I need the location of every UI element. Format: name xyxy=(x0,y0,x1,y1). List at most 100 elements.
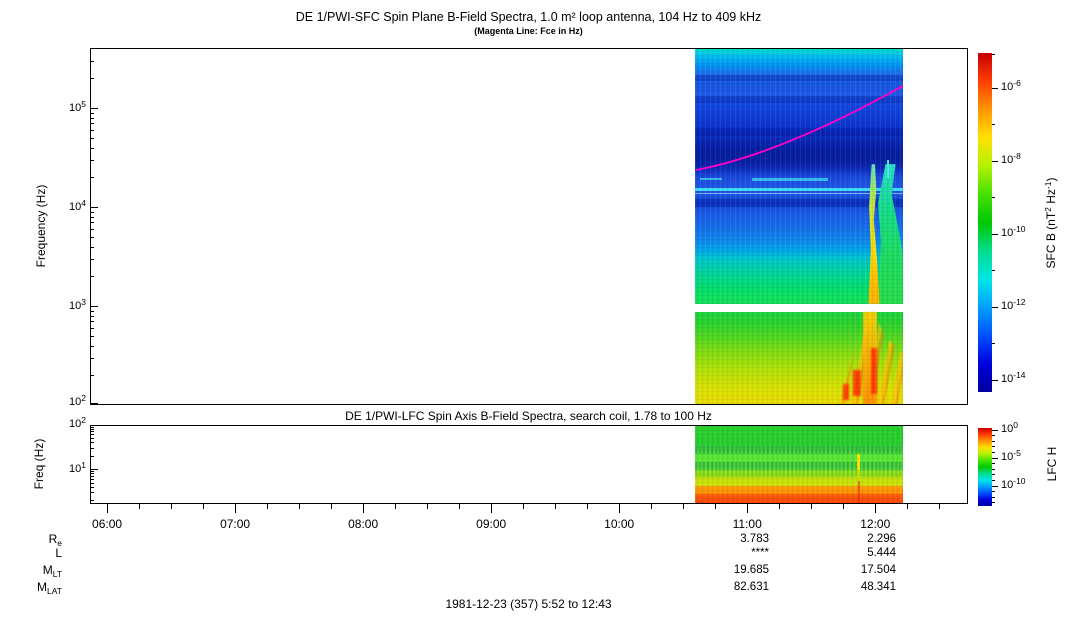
cyan-emission-line xyxy=(752,178,828,181)
exponent: -10 xyxy=(1013,224,1026,234)
y-minor-tick xyxy=(90,478,94,480)
orbit-value: 3.783 xyxy=(740,533,769,545)
y-minor-tick xyxy=(90,130,94,132)
lfc-panel-title: DE 1/PWI-LFC Spin Axis B-Field Spectra, … xyxy=(345,409,712,423)
y-minor-tick xyxy=(90,475,94,477)
y-minor-tick xyxy=(90,216,94,218)
y-minor-tick xyxy=(90,486,94,488)
dark-stripe xyxy=(695,75,903,81)
y-minor-tick xyxy=(90,236,94,238)
colorbar-tick xyxy=(992,306,998,308)
orbit-value: 82.631 xyxy=(733,581,769,593)
colorbar-minor-tick xyxy=(992,343,995,344)
y-minor-tick xyxy=(90,455,94,457)
y-major-tick xyxy=(90,108,98,110)
x-minor-tick xyxy=(267,504,269,509)
x-major-tick xyxy=(235,504,237,513)
colorbar-minor-tick xyxy=(992,446,995,448)
colorbar-minor-tick xyxy=(992,451,995,453)
colorbar-minor-tick xyxy=(992,479,995,481)
y-minor-tick xyxy=(90,426,94,428)
x-minor-tick xyxy=(427,504,429,509)
y-minor-tick xyxy=(90,335,94,337)
colorbar-tick xyxy=(992,379,998,381)
orbit-row-label: L xyxy=(55,546,62,560)
cyan-emission-line xyxy=(700,178,722,180)
noise-texture xyxy=(695,312,903,404)
sfc-colorbar xyxy=(978,53,992,392)
colorbar-tick-label: 10-14 xyxy=(1001,370,1026,385)
red-hotspot xyxy=(853,370,861,396)
x-minor-tick xyxy=(715,504,717,509)
exponent: 0 xyxy=(1013,420,1018,430)
colorbar-minor-tick xyxy=(992,468,995,470)
exponent: -6 xyxy=(1013,78,1021,88)
y-tick-label: 102 xyxy=(69,393,86,408)
orbit-value: 17.504 xyxy=(860,564,896,576)
y-minor-tick xyxy=(90,315,94,317)
y-minor-tick xyxy=(90,112,94,114)
y-minor-tick xyxy=(90,442,94,444)
x-minor-tick xyxy=(587,504,589,509)
y-minor-tick xyxy=(90,123,94,125)
x-major-tick xyxy=(363,504,365,513)
x-minor-tick xyxy=(171,504,173,509)
colorbar-minor-tick xyxy=(992,496,995,498)
y-minor-tick xyxy=(90,246,94,248)
x-minor-tick xyxy=(651,504,653,509)
hour-label: 11:00 xyxy=(732,517,762,531)
y-major-tick xyxy=(90,469,98,471)
x-minor-tick xyxy=(907,504,909,509)
exponent: 1 xyxy=(81,459,86,470)
x-minor-tick xyxy=(779,504,781,509)
subscript: LT xyxy=(52,569,62,579)
x-major-tick xyxy=(491,504,493,513)
x-minor-tick xyxy=(203,504,205,509)
y-major-tick xyxy=(90,207,98,209)
colorbar-minor-tick xyxy=(992,197,995,198)
orbit-value: 5.444 xyxy=(867,547,896,559)
y-minor-tick xyxy=(90,222,94,224)
exponent: 2 xyxy=(81,415,86,425)
y-minor-tick xyxy=(90,431,94,433)
y-minor-tick xyxy=(90,147,94,149)
hour-label: 06:00 xyxy=(92,517,123,531)
x-minor-tick xyxy=(395,504,397,509)
footer-caption: 1981-12-23 (357) 5:52 to 12:43 xyxy=(445,597,612,611)
x-major-tick xyxy=(747,504,749,513)
x-minor-tick xyxy=(811,504,813,509)
yellow-spike xyxy=(857,454,860,470)
y-minor-tick xyxy=(90,78,94,80)
y-major-tick xyxy=(90,402,98,404)
y-minor-tick xyxy=(90,357,94,359)
hour-label: 12:00 xyxy=(860,517,891,531)
y-minor-tick xyxy=(90,310,94,312)
y-minor-tick xyxy=(90,177,94,179)
orbit-row-label: MLAT xyxy=(37,580,62,596)
exponent: -14 xyxy=(1013,370,1026,380)
y-minor-tick xyxy=(90,500,94,502)
y-minor-tick xyxy=(90,229,94,231)
y-minor-tick xyxy=(90,321,94,323)
x-major-tick xyxy=(619,504,621,513)
colorbar-minor-tick xyxy=(992,53,995,55)
pale-line xyxy=(695,193,903,194)
burst-funnel-core xyxy=(868,164,880,304)
sub-title: (Magenta Line: Fce in Hz) xyxy=(474,26,583,36)
subscript: e xyxy=(57,538,62,548)
hour-label: 08:00 xyxy=(348,517,379,531)
colorbar-minor-tick xyxy=(992,474,995,476)
y-minor-tick xyxy=(90,328,94,330)
hour-label: 07:00 xyxy=(220,517,251,531)
striped-row xyxy=(695,447,903,454)
noise-texture xyxy=(695,425,903,503)
y-minor-tick xyxy=(90,345,94,347)
y-minor-tick xyxy=(90,137,94,139)
y-minor-tick xyxy=(90,60,94,62)
y-minor-tick xyxy=(90,447,94,449)
main-title: DE 1/PWI-SFC Spin Plane B-Field Spectra,… xyxy=(295,10,762,24)
exponent: 4 xyxy=(81,197,86,208)
striped-row xyxy=(695,462,903,470)
colorbar-tick-label: 10-10 xyxy=(1001,224,1026,239)
